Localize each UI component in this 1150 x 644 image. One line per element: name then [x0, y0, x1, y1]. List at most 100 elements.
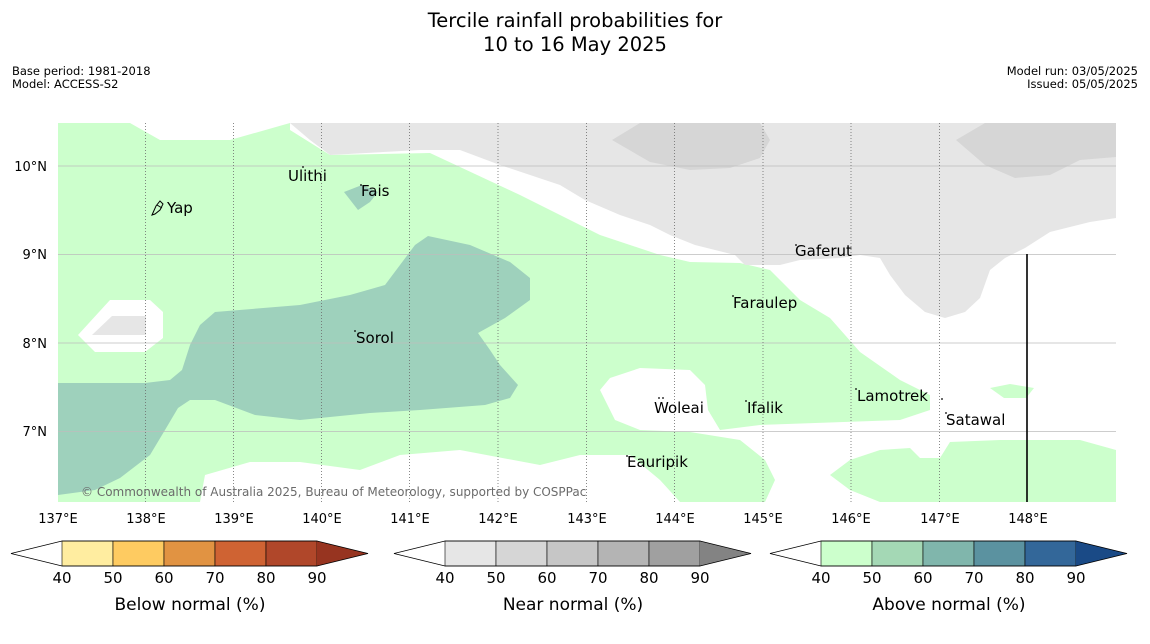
colorbar-near-normal-cell [495, 540, 548, 567]
place-label-sorol: Sorol [356, 329, 394, 347]
place-label-yap: Yap [166, 199, 193, 217]
colorbar-title-below-normal: Below normal (%) [115, 595, 266, 615]
above-normal-50-patch-fais [344, 185, 378, 210]
lat-label-8n: 8°N [23, 337, 48, 352]
longitude-gridlines [145, 123, 940, 502]
place-label-woleai: Woleai [654, 399, 704, 417]
lon-label-147e: 147°E [920, 512, 960, 527]
issued-text: Issued: 05/05/2025 [1027, 77, 1138, 91]
lon-label-143e: 143°E [567, 512, 607, 527]
meta-left: Base period: 1981-2018 Model: ACCESS-S2 [12, 65, 151, 91]
island-dots [302, 166, 947, 457]
colorbar-below-normal-tick-label: 60 [154, 569, 173, 587]
colorbar-below-normal-cell [265, 540, 318, 567]
colorbar-above-normal-over-arrow [1076, 541, 1127, 566]
colorbar-near-normal-under-arrow [394, 541, 445, 566]
colorbar-near-normal-cell [648, 540, 701, 567]
place-label-satawal: Satawal [946, 411, 1005, 429]
colorbar-below-normal-cell [112, 540, 165, 567]
near-normal-40-region-north [290, 123, 1116, 318]
above-normal-40-region-east [830, 440, 1116, 502]
colorbar-below-normal-tick-label: 50 [103, 569, 122, 587]
above-normal-50-region [58, 236, 530, 495]
lat-label-10n: 10°N [14, 160, 47, 175]
lon-label-139e: 139°E [214, 512, 254, 527]
colorbar-near-normal-cell [546, 540, 599, 567]
yap-island-outline [151, 200, 164, 216]
lon-label-145e: 145°E [743, 512, 783, 527]
title-line-1: Tercile rainfall probabilities for [427, 9, 723, 32]
colorbar-near-normal: Near normal (%) 40 50 60 70 80 90 [393, 540, 752, 615]
colorbar-above-normal-tick-label: 60 [913, 569, 932, 587]
colorbar-near-normal-tick-label: 40 [435, 569, 454, 587]
above-normal-40-region-patch [990, 384, 1034, 398]
colorbar-above-normal-tick-label: 90 [1066, 569, 1085, 587]
colorbar-title-near-normal: Near normal (%) [503, 595, 643, 615]
colorbar-below-normal-cell [214, 540, 267, 567]
colorbar-above-normal-tick-label: 40 [811, 569, 830, 587]
colorbar-above-normal-outline [769, 540, 1128, 567]
latitude-labels: 10°N 9°N 8°N 7°N [14, 160, 47, 440]
lon-label-146e: 146°E [831, 512, 871, 527]
lon-label-144e: 144°E [655, 512, 695, 527]
lon-label-137e: 137°E [38, 512, 78, 527]
colorbar-above-normal-cell [871, 540, 924, 567]
colorbar-below-normal-under-arrow [11, 541, 62, 566]
colorbar-below-normal-tick-label: 80 [256, 569, 275, 587]
colorbar-near-normal-outline [393, 540, 752, 567]
colorbar-near-normal-tick-label: 50 [486, 569, 505, 587]
colorbar-below-normal: Below normal (%) 40 50 60 70 80 90 [10, 540, 369, 615]
colorbar-above-normal-tick-label: 80 [1015, 569, 1034, 587]
colorbar-near-normal-cell [597, 540, 650, 567]
lat-label-9n: 9°N [23, 248, 48, 263]
map-panel: Ulithi Fais Yap Gaferut Faraulep Sorol L… [58, 123, 1116, 502]
colorbar-above-normal-under-arrow [770, 541, 821, 566]
colorbar-near-normal-tick-label: 80 [639, 569, 658, 587]
colorbar-below-normal-cell [163, 540, 216, 567]
colorbar-below-normal-outline [10, 540, 369, 567]
lat-label-7n: 7°N [23, 425, 48, 440]
copyright-credit: © Commonwealth of Australia 2025, Bureau… [81, 485, 586, 499]
colorbar-title-above-normal: Above normal (%) [872, 595, 1025, 615]
colorbar-above-normal-tick-label: 50 [862, 569, 881, 587]
colorbar-near-normal-cell [444, 540, 497, 567]
place-label-ifalik: Ifalik [747, 399, 783, 417]
lon-label-140e: 140°E [302, 512, 342, 527]
colorbar-below-normal-tick-label: 90 [307, 569, 326, 587]
colorbar-near-normal-tick-label: 70 [588, 569, 607, 587]
colorbar-above-normal-tick-label: 70 [964, 569, 983, 587]
lon-label-138e: 138°E [126, 512, 166, 527]
colorbar-below-normal-cell [61, 540, 114, 567]
longitude-labels: 137°E 138°E 139°E 140°E 141°E 142°E 143°… [38, 512, 1048, 527]
colorbar-above-normal: Above normal (%) 40 50 60 70 80 90 [769, 540, 1128, 615]
title-line-2: 10 to 16 May 2025 [483, 33, 667, 56]
base-period-text: Base period: 1981-2018 [12, 64, 151, 78]
meta-right: Model run: 03/05/2025 Issued: 05/05/2025 [1007, 65, 1138, 91]
place-label-ulithi: Ulithi [288, 167, 327, 185]
colorbar-below-normal-over-arrow [317, 541, 368, 566]
colorbar-below-normal-tick-label: 70 [205, 569, 224, 587]
colorbar-near-normal-tick-label: 60 [537, 569, 556, 587]
lon-label-141e: 141°E [390, 512, 430, 527]
map-title: Tercile rainfall probabilities for 10 to… [0, 9, 1150, 57]
near-normal-50-region-2 [956, 123, 1116, 178]
colorbar-above-normal-cell [820, 540, 873, 567]
near-normal-patch-west [92, 316, 146, 335]
place-label-eauripik: Eauripik [627, 453, 688, 471]
place-label-lamotrek: Lamotrek [857, 387, 928, 405]
place-label-faraulep: Faraulep [733, 294, 797, 312]
lon-label-142e: 142°E [478, 512, 518, 527]
lon-label-148e: 148°E [1008, 512, 1048, 527]
colorbar-above-normal-cell [922, 540, 975, 567]
colorbar-near-normal-tick-label: 90 [690, 569, 709, 587]
place-label-fais: Fais [361, 182, 390, 200]
colorbar-above-normal-cell [1024, 540, 1077, 567]
place-label-gaferut: Gaferut [795, 242, 852, 260]
colorbar-below-normal-tick-label: 40 [52, 569, 71, 587]
colorbar-near-normal-over-arrow [700, 541, 751, 566]
model-run-text: Model run: 03/05/2025 [1006, 64, 1138, 78]
colorbar-above-normal-cell [973, 540, 1026, 567]
near-normal-50-region-1 [612, 123, 770, 170]
model-text: Model: ACCESS-S2 [12, 77, 119, 91]
